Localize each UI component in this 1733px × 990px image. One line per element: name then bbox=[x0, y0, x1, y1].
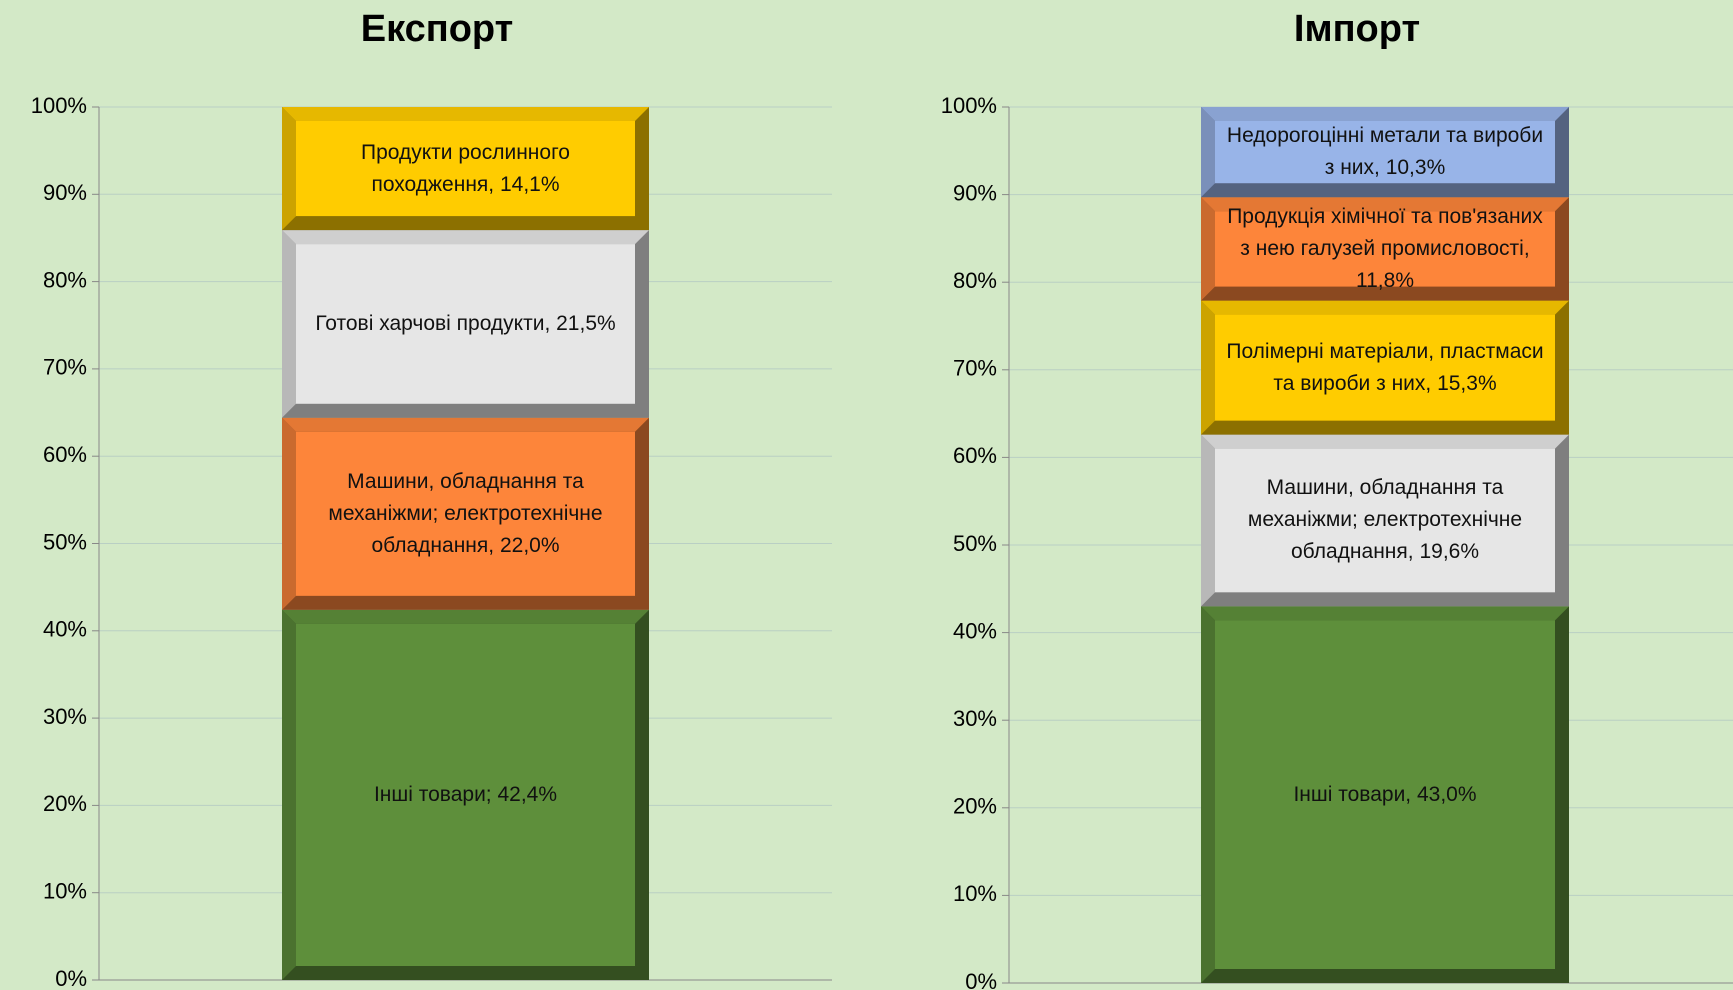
y-tick-label: 0% bbox=[965, 969, 997, 990]
bar-segment bbox=[1201, 197, 1569, 301]
bar-segment bbox=[1201, 434, 1569, 607]
bevel-top bbox=[282, 107, 649, 121]
bevel-left bbox=[282, 417, 296, 610]
bevel-face bbox=[296, 623, 635, 966]
bar-segment bbox=[282, 107, 649, 231]
bar-segment bbox=[1201, 300, 1569, 435]
bar-segment bbox=[1201, 107, 1569, 198]
bevel-face bbox=[1215, 448, 1555, 593]
y-tick-label: 70% bbox=[953, 356, 997, 381]
bevel-top bbox=[282, 609, 649, 624]
bevel-face bbox=[296, 431, 635, 596]
bevel-face bbox=[1215, 620, 1555, 969]
y-tick-label: 50% bbox=[953, 531, 997, 556]
chart-title: Імпорт bbox=[1294, 8, 1420, 50]
y-tick-label: 60% bbox=[43, 442, 87, 467]
bevel-left bbox=[1201, 434, 1215, 607]
chart-title: Експорт bbox=[361, 8, 513, 50]
bevel-left bbox=[282, 230, 296, 418]
bar-segment bbox=[282, 609, 649, 980]
bevel-face bbox=[296, 121, 635, 217]
y-tick-label: 40% bbox=[953, 618, 997, 643]
y-tick-label: 100% bbox=[941, 93, 997, 118]
bevel-left bbox=[282, 107, 296, 231]
bevel-top bbox=[1201, 434, 1569, 449]
bevel-face bbox=[296, 244, 635, 404]
bar-segment bbox=[1201, 606, 1569, 983]
y-tick-label: 70% bbox=[43, 355, 87, 380]
bevel-top bbox=[1201, 300, 1569, 315]
y-tick-label: 30% bbox=[43, 704, 87, 729]
bar-segment bbox=[282, 230, 649, 418]
y-tick-label: 90% bbox=[43, 180, 87, 205]
y-tick-label: 80% bbox=[43, 267, 87, 292]
y-tick-label: 30% bbox=[953, 706, 997, 731]
bevel-left bbox=[1201, 606, 1215, 983]
y-tick-label: 20% bbox=[953, 794, 997, 819]
bevel-top bbox=[1201, 197, 1569, 212]
bevel-face bbox=[1215, 121, 1555, 184]
bevel-top bbox=[282, 230, 649, 245]
y-tick-label: 10% bbox=[953, 881, 997, 906]
y-tick-label: 90% bbox=[953, 180, 997, 205]
bevel-left bbox=[1201, 300, 1215, 435]
y-tick-label: 60% bbox=[953, 443, 997, 468]
bevel-face bbox=[1215, 314, 1555, 421]
bevel-top bbox=[1201, 107, 1569, 121]
bevel-face bbox=[1215, 211, 1555, 287]
bevel-top bbox=[282, 417, 649, 432]
y-tick-label: 50% bbox=[43, 529, 87, 554]
y-tick-label: 80% bbox=[953, 268, 997, 293]
y-tick-label: 40% bbox=[43, 617, 87, 642]
y-tick-label: 0% bbox=[55, 966, 87, 990]
y-tick-label: 20% bbox=[43, 791, 87, 816]
bar-segment bbox=[282, 417, 649, 610]
bevel-left bbox=[282, 609, 296, 980]
bevel-left bbox=[1201, 107, 1215, 198]
y-tick-label: 100% bbox=[31, 93, 87, 118]
y-tick-label: 10% bbox=[43, 879, 87, 904]
bevel-top bbox=[1201, 606, 1569, 621]
bevel-left bbox=[1201, 197, 1215, 301]
